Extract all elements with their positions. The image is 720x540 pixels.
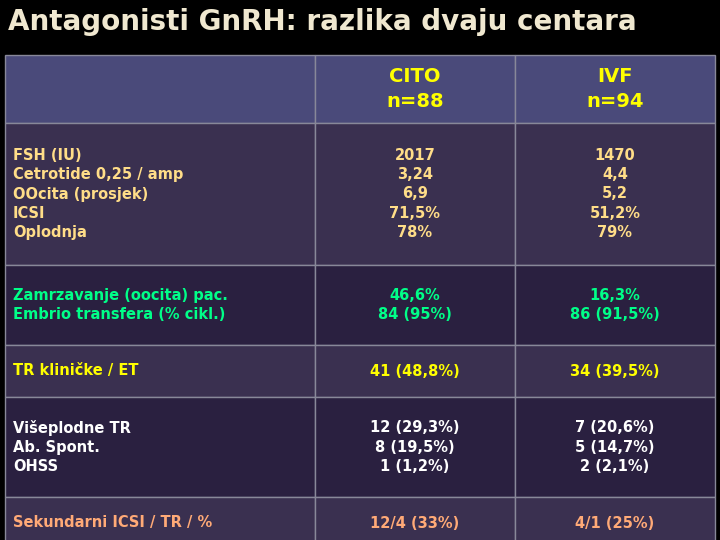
- Text: 12/4 (33%): 12/4 (33%): [370, 516, 459, 530]
- Bar: [5, 497, 315, 540]
- Text: Sekundarni ICSI / TR / %: Sekundarni ICSI / TR / %: [13, 516, 212, 530]
- Text: FSH (IU)
Cetrotide 0,25 / amp
OOcita (prosjek)
ICSI
Oplodnja: FSH (IU) Cetrotide 0,25 / amp OOcita (pr…: [13, 148, 184, 240]
- Bar: [315, 497, 515, 540]
- Bar: [315, 55, 515, 123]
- Bar: [5, 123, 315, 265]
- Bar: [5, 265, 315, 345]
- Text: Višeplodne TR
Ab. Spont.
OHSS: Višeplodne TR Ab. Spont. OHSS: [13, 420, 131, 474]
- Text: 41 (48,8%): 41 (48,8%): [370, 363, 460, 379]
- Bar: [315, 345, 515, 397]
- Bar: [315, 265, 515, 345]
- Text: Antagonisti GnRH: razlika dvaju centara: Antagonisti GnRH: razlika dvaju centara: [8, 8, 636, 36]
- Text: 16,3%
86 (91,5%): 16,3% 86 (91,5%): [570, 288, 660, 322]
- Text: 46,6%
84 (95%): 46,6% 84 (95%): [378, 288, 452, 322]
- Text: TR kliničke / ET: TR kliničke / ET: [13, 363, 138, 379]
- Text: 7 (20,6%)
5 (14,7%)
2 (2,1%): 7 (20,6%) 5 (14,7%) 2 (2,1%): [575, 420, 654, 474]
- Bar: [515, 123, 715, 265]
- Text: 34 (39,5%): 34 (39,5%): [570, 363, 660, 379]
- Text: 12 (29,3%)
8 (19,5%)
1 (1,2%): 12 (29,3%) 8 (19,5%) 1 (1,2%): [370, 420, 460, 474]
- Text: 2017
3,24
6,9
71,5%
78%: 2017 3,24 6,9 71,5% 78%: [390, 148, 441, 240]
- Bar: [515, 265, 715, 345]
- Bar: [515, 345, 715, 397]
- Bar: [515, 497, 715, 540]
- Text: CITO
n=88: CITO n=88: [386, 68, 444, 111]
- Bar: [515, 397, 715, 497]
- Bar: [5, 55, 315, 123]
- Bar: [315, 397, 515, 497]
- Text: IVF
n=94: IVF n=94: [586, 68, 644, 111]
- Text: 1470
4,4
5,2
51,2%
79%: 1470 4,4 5,2 51,2% 79%: [590, 148, 641, 240]
- Bar: [315, 123, 515, 265]
- Text: 4/1 (25%): 4/1 (25%): [575, 516, 654, 530]
- Bar: [5, 397, 315, 497]
- Text: Zamrzavanje (oocita) pac.
Embrio transfera (% cikl.): Zamrzavanje (oocita) pac. Embrio transfe…: [13, 288, 228, 322]
- Bar: [5, 345, 315, 397]
- Bar: [515, 55, 715, 123]
